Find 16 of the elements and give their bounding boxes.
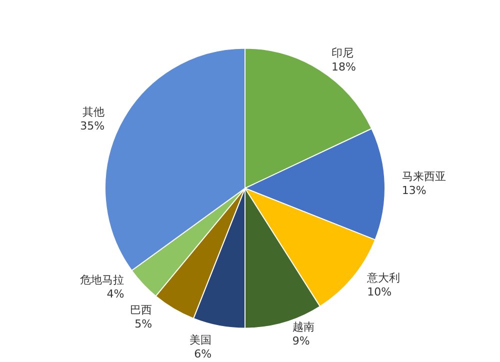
data-label: 4% (106, 288, 124, 300)
data-label: 9% (292, 334, 310, 348)
data-label: 13% (402, 184, 426, 197)
slice-label: 其他 (82, 106, 105, 119)
data-label: 35% (80, 120, 105, 133)
slice-label: 越南 (292, 320, 314, 334)
slice-label: 危地马拉 (80, 274, 124, 286)
data-label: 5% (134, 318, 152, 330)
slice-label: 美国 (190, 334, 212, 346)
slice-label: 印尼 (331, 46, 354, 60)
data-label: 6% (194, 348, 212, 360)
slice-label: 马来西亚 (402, 170, 446, 183)
slice-label: 巴西 (130, 304, 152, 316)
data-label: 18% (331, 60, 356, 74)
slice-label: 意大利 (366, 272, 400, 285)
data-label: 10% (367, 286, 392, 299)
